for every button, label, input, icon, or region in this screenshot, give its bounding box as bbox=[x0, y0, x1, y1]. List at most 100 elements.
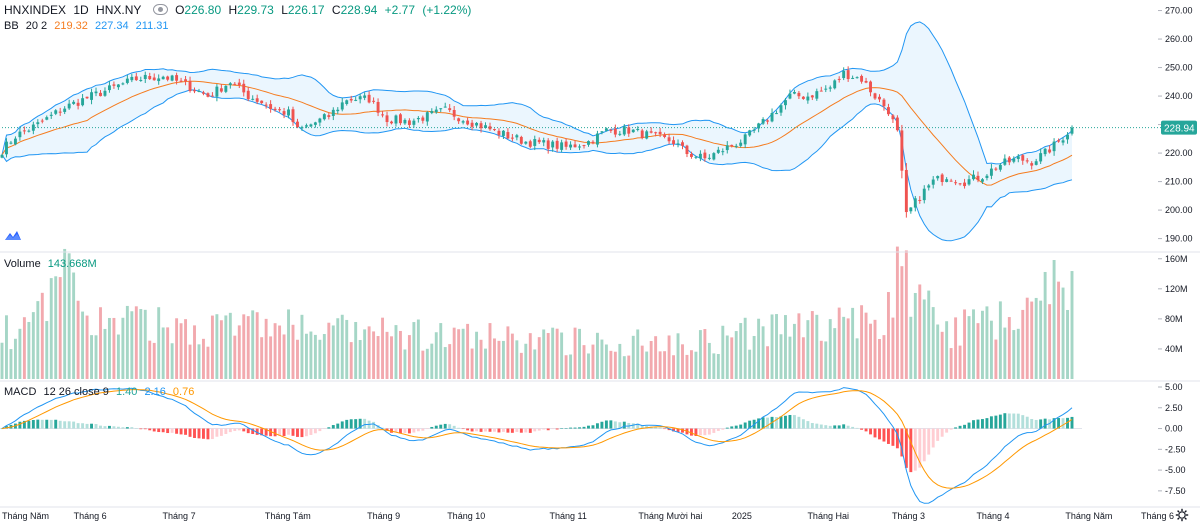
volume-bar[interactable] bbox=[703, 329, 707, 379]
macd-hist-bar[interactable] bbox=[381, 427, 384, 429]
candle[interactable] bbox=[443, 102, 447, 108]
macd-hist-bar[interactable] bbox=[1025, 416, 1029, 429]
volume-bar[interactable] bbox=[998, 301, 1002, 379]
macd-hist-bar[interactable] bbox=[291, 428, 295, 436]
macd-hist-bar[interactable] bbox=[416, 428, 420, 432]
macd-hist-bar[interactable] bbox=[855, 427, 859, 429]
macd-hist-bar[interactable] bbox=[40, 419, 44, 429]
macd-hist-bar[interactable] bbox=[45, 419, 49, 429]
macd-hist-bar[interactable] bbox=[940, 428, 944, 437]
candle[interactable] bbox=[219, 84, 223, 93]
bb-basis-line[interactable] bbox=[1, 80, 1073, 186]
volume-bar[interactable] bbox=[219, 320, 223, 379]
macd-hist-bar[interactable] bbox=[784, 415, 787, 429]
candle[interactable] bbox=[663, 132, 667, 139]
volume-bar[interactable] bbox=[676, 333, 680, 379]
macd-pane[interactable] bbox=[0, 387, 1082, 504]
volume-bar[interactable] bbox=[931, 307, 935, 379]
macd-hist-bar[interactable] bbox=[58, 420, 62, 429]
candle[interactable] bbox=[537, 137, 541, 144]
macd-hist-bar[interactable] bbox=[134, 428, 138, 429]
macd-hist-bar[interactable] bbox=[972, 420, 975, 429]
candle[interactable] bbox=[31, 121, 35, 135]
candle[interactable] bbox=[949, 178, 953, 182]
candle[interactable] bbox=[269, 100, 273, 113]
macd-hist-bar[interactable] bbox=[242, 428, 246, 432]
volume-bar[interactable] bbox=[291, 324, 295, 379]
candle[interactable] bbox=[895, 115, 899, 132]
volume-bar[interactable] bbox=[788, 336, 792, 379]
candle[interactable] bbox=[90, 88, 93, 105]
volume-bar[interactable] bbox=[103, 328, 107, 379]
candle[interactable] bbox=[130, 73, 134, 83]
volume-bar[interactable] bbox=[864, 312, 868, 379]
candle[interactable] bbox=[591, 140, 595, 145]
macd-hist-bar[interactable] bbox=[457, 427, 461, 429]
volume-bar[interactable] bbox=[721, 325, 725, 379]
macd-hist-bar[interactable] bbox=[484, 428, 487, 432]
candle[interactable] bbox=[1043, 147, 1047, 157]
candle[interactable] bbox=[654, 131, 658, 137]
candle[interactable] bbox=[246, 87, 250, 102]
macd-hist-bar[interactable] bbox=[269, 428, 273, 437]
volume-bar[interactable] bbox=[1012, 330, 1016, 379]
volume-bar[interactable] bbox=[475, 331, 479, 379]
volume-bar[interactable] bbox=[546, 333, 550, 379]
macd-hist-bar[interactable] bbox=[672, 428, 676, 432]
volume-bar[interactable] bbox=[264, 318, 268, 379]
candle[interactable] bbox=[452, 105, 456, 121]
macd-hist-bar[interactable] bbox=[954, 427, 958, 429]
volume-bar[interactable] bbox=[891, 317, 895, 379]
volume-bar[interactable] bbox=[716, 354, 720, 379]
volume-bar[interactable] bbox=[246, 316, 250, 379]
candle[interactable] bbox=[707, 154, 711, 161]
macd-hist-bar[interactable] bbox=[824, 425, 828, 429]
macd-hist-bar[interactable] bbox=[775, 417, 778, 429]
volume-bar[interactable] bbox=[582, 345, 586, 379]
volume-bar[interactable] bbox=[390, 336, 393, 379]
volume-bar[interactable] bbox=[206, 346, 210, 379]
volume-bar[interactable] bbox=[331, 325, 335, 379]
volume-bar[interactable] bbox=[573, 327, 577, 379]
macd-hist-bar[interactable] bbox=[640, 425, 644, 429]
volume-bar[interactable] bbox=[815, 314, 819, 379]
macd-hist-bar[interactable] bbox=[506, 428, 510, 433]
volume-bar[interactable] bbox=[358, 340, 362, 379]
volume-bar[interactable] bbox=[515, 340, 519, 379]
candle[interactable] bbox=[336, 107, 340, 115]
candle[interactable] bbox=[493, 128, 496, 132]
volume-bar[interactable] bbox=[524, 343, 528, 379]
candle[interactable] bbox=[609, 128, 613, 133]
volume-bar[interactable] bbox=[627, 355, 631, 379]
volume-bar[interactable] bbox=[564, 355, 568, 379]
macd-hist-bar[interactable] bbox=[99, 425, 102, 429]
macd-hist-bar[interactable] bbox=[18, 421, 22, 429]
volume-bar[interactable] bbox=[501, 340, 505, 379]
candle[interactable] bbox=[0, 153, 4, 159]
macd-hist-bar[interactable] bbox=[403, 428, 407, 433]
candle[interactable] bbox=[998, 162, 1002, 172]
volume-bar[interactable] bbox=[354, 321, 358, 379]
macd-hist-bar[interactable] bbox=[318, 428, 322, 432]
volume-bar[interactable] bbox=[667, 335, 671, 379]
candle[interactable] bbox=[331, 107, 335, 121]
macd-hist-bar[interactable] bbox=[1052, 418, 1056, 429]
macd-hist-bar[interactable] bbox=[430, 426, 434, 429]
volume-bar[interactable] bbox=[752, 335, 756, 379]
macd-hist-bar[interactable] bbox=[425, 428, 429, 430]
volume-bar[interactable] bbox=[878, 338, 881, 379]
volume-bar[interactable] bbox=[569, 354, 573, 379]
macd-hist-bar[interactable] bbox=[698, 428, 702, 436]
candle[interactable] bbox=[233, 82, 237, 86]
volume-bar[interactable] bbox=[255, 312, 259, 379]
volume-bar[interactable] bbox=[170, 343, 174, 379]
macd-hist-bar[interactable] bbox=[1061, 418, 1065, 429]
macd-hist-bar[interactable] bbox=[322, 428, 326, 430]
candle[interactable] bbox=[940, 173, 944, 186]
macd-hist-bar[interactable] bbox=[676, 428, 680, 433]
candle[interactable] bbox=[806, 92, 810, 104]
candle[interactable] bbox=[506, 128, 510, 140]
volume-bar[interactable] bbox=[560, 332, 564, 379]
candle[interactable] bbox=[300, 125, 304, 131]
